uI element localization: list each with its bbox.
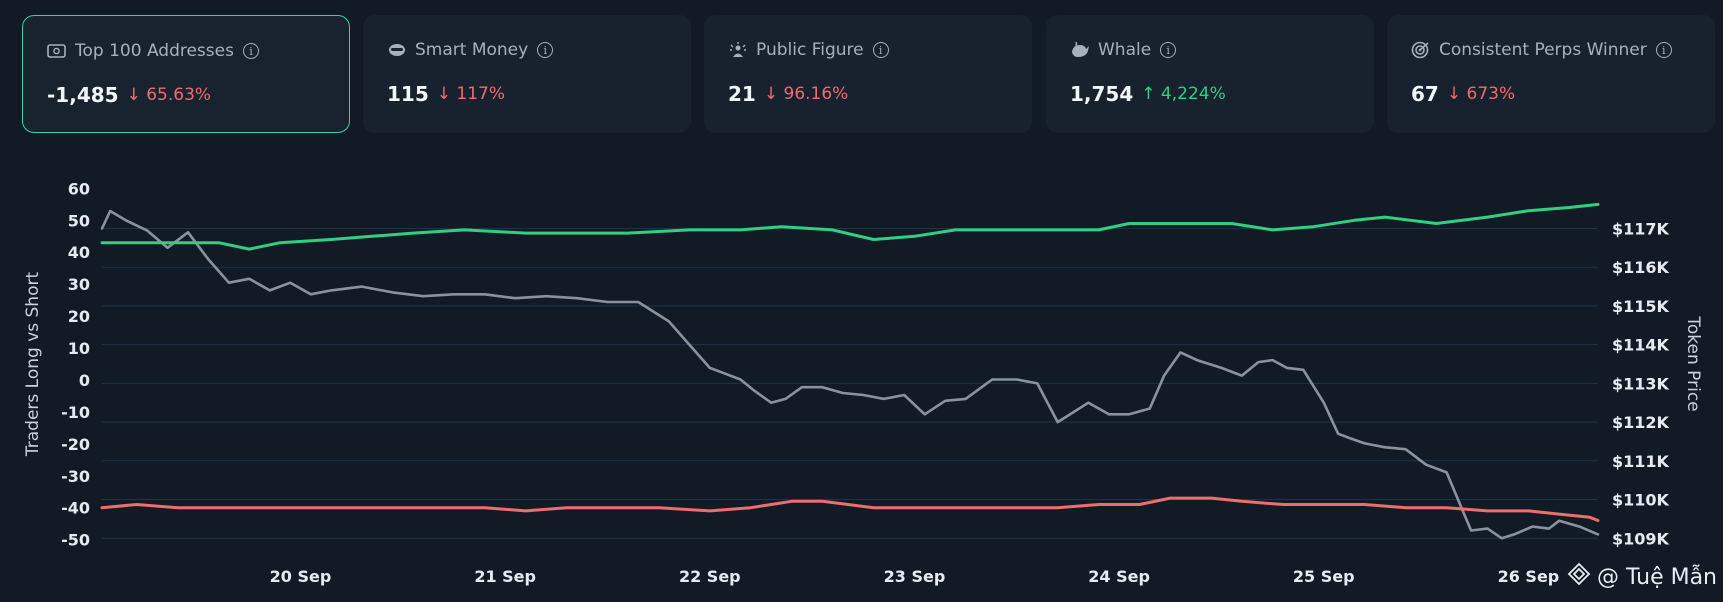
long-short-chart: 60 50 40 30 20 10 0 -10 -20 -30 -40 -50 $117K $116K $1… <box>23 179 1703 586</box>
card-value-row: -1,485 ↓ 65.63% <box>47 83 211 107</box>
y2-tick-label: $109K <box>1612 529 1670 548</box>
metric-cards: Top 100 Addresses i -1,485 ↓ 65.63% Smart Mo… <box>22 15 1722 133</box>
y2-tick-label: $114K <box>1612 336 1670 355</box>
y-tick-label: 40 <box>68 243 90 262</box>
y-axis-title: Traders Long vs Short <box>23 272 43 458</box>
card-value: 115 <box>387 82 429 106</box>
card-label: Public Figure <box>756 40 864 60</box>
card-value-row: 67 ↓ 673% <box>1411 82 1515 106</box>
y-tick-label: 10 <box>68 339 90 358</box>
card-value: 1,754 <box>1070 82 1134 106</box>
card-change: ↑ 4,224% <box>1141 84 1225 104</box>
metric-card-top-100-addresses[interactable]: Top 100 Addresses i -1,485 ↓ 65.63% <box>22 15 350 133</box>
info-icon[interactable]: i <box>242 43 259 59</box>
whale-icon <box>1070 41 1090 59</box>
card-change-value: 65.63% <box>146 85 212 105</box>
y-tick-label: 20 <box>68 307 90 326</box>
card-label: Whale <box>1098 40 1152 60</box>
y2-tick-label: $116K <box>1612 258 1670 277</box>
card-change-value: 117% <box>456 84 506 104</box>
arrow-down-icon: ↓ <box>436 84 451 104</box>
metric-card-consistent-perps-winner[interactable]: Consistent Perps Winner i 67 ↓ 673% <box>1387 15 1715 133</box>
card-change: ↓ 65.63% <box>127 85 211 105</box>
watermark-text: @ Tuệ Mẫn <box>1597 564 1717 590</box>
y-tick-label: -20 <box>61 435 90 454</box>
card-value: 21 <box>728 82 756 106</box>
card-change: ↓ 117% <box>437 84 505 104</box>
y2-axis-title: Token Price <box>1683 315 1703 411</box>
y2-tick-label: $110K <box>1612 491 1670 510</box>
y-tick-label: -40 <box>61 499 90 518</box>
y2-tick-label: $112K <box>1612 413 1670 432</box>
y2-tick-label: $115K <box>1612 297 1670 316</box>
x-tick-label: 25 Sep <box>1293 567 1355 586</box>
series-short-line <box>100 496 1600 522</box>
x-tick-label: 24 Sep <box>1088 567 1150 586</box>
mask-icon <box>387 41 407 59</box>
card-label: Consistent Perps Winner <box>1439 40 1647 60</box>
card-value-row: 1,754 ↑ 4,224% <box>1070 82 1226 106</box>
y-tick-label: -10 <box>61 403 90 422</box>
arrow-down-icon: ↓ <box>1446 84 1462 104</box>
card-header: Public Figure i <box>728 40 889 60</box>
person-broadcast-icon <box>728 41 748 59</box>
target-icon <box>1411 41 1431 59</box>
card-value: -1,485 <box>47 83 119 107</box>
wallet-icon <box>47 42 67 60</box>
y-tick-label: -50 <box>61 531 90 550</box>
metric-card-smart-money[interactable]: Smart Money i 115 ↓ 117% <box>363 15 691 133</box>
info-icon[interactable]: i <box>872 42 889 58</box>
card-label: Top 100 Addresses <box>75 41 234 61</box>
series-price-line <box>100 209 1600 540</box>
y-tick-label: 30 <box>68 275 90 294</box>
binance-diamond-icon <box>1567 562 1591 592</box>
metric-card-whale[interactable]: Whale i 1,754 ↑ 4,224% <box>1046 15 1374 133</box>
arrow-up-icon: ↑ <box>1141 84 1156 104</box>
series-long-line <box>100 202 1600 251</box>
x-tick-label: 26 Sep <box>1498 567 1560 586</box>
y-tick-label: 50 <box>68 211 90 230</box>
arrow-down-icon: ↓ <box>763 84 779 104</box>
y-tick-label: -30 <box>61 467 90 486</box>
card-label: Smart Money <box>415 40 529 60</box>
card-value-row: 21 ↓ 96.16% <box>728 82 848 106</box>
y2-tick-label: $111K <box>1612 452 1670 471</box>
watermark: @ Tuệ Mẫn <box>1567 562 1717 592</box>
x-tick-label: 20 Sep <box>270 567 332 586</box>
y-tick-label: 0 <box>79 371 90 390</box>
card-header: Smart Money i <box>387 40 554 60</box>
arrow-down-icon: ↓ <box>126 85 141 105</box>
y2-tick-label: $117K <box>1612 219 1670 238</box>
card-header: Top 100 Addresses i <box>47 41 259 61</box>
info-icon[interactable]: i <box>1655 42 1672 58</box>
card-value-row: 115 ↓ 117% <box>387 82 505 106</box>
card-header: Whale i <box>1070 40 1177 60</box>
card-change-value: 4,224% <box>1160 84 1226 104</box>
y2-tick-label: $113K <box>1612 374 1670 393</box>
metric-card-public-figure[interactable]: Public Figure i 21 ↓ 96.16% <box>704 15 1032 133</box>
card-header: Consistent Perps Winner i <box>1411 40 1672 60</box>
x-tick-label: 22 Sep <box>679 567 741 586</box>
y-tick-label: 60 <box>68 179 90 198</box>
x-tick-label: 21 Sep <box>474 567 536 586</box>
card-change-value: 673% <box>1466 84 1516 104</box>
x-tick-label: 23 Sep <box>884 567 946 586</box>
card-change: ↓ 673% <box>1447 84 1515 104</box>
card-change-value: 96.16% <box>783 84 849 104</box>
info-icon[interactable]: i <box>537 42 554 58</box>
card-change: ↓ 96.16% <box>764 84 848 104</box>
card-value: 67 <box>1411 82 1439 106</box>
info-icon[interactable]: i <box>1160 42 1177 58</box>
